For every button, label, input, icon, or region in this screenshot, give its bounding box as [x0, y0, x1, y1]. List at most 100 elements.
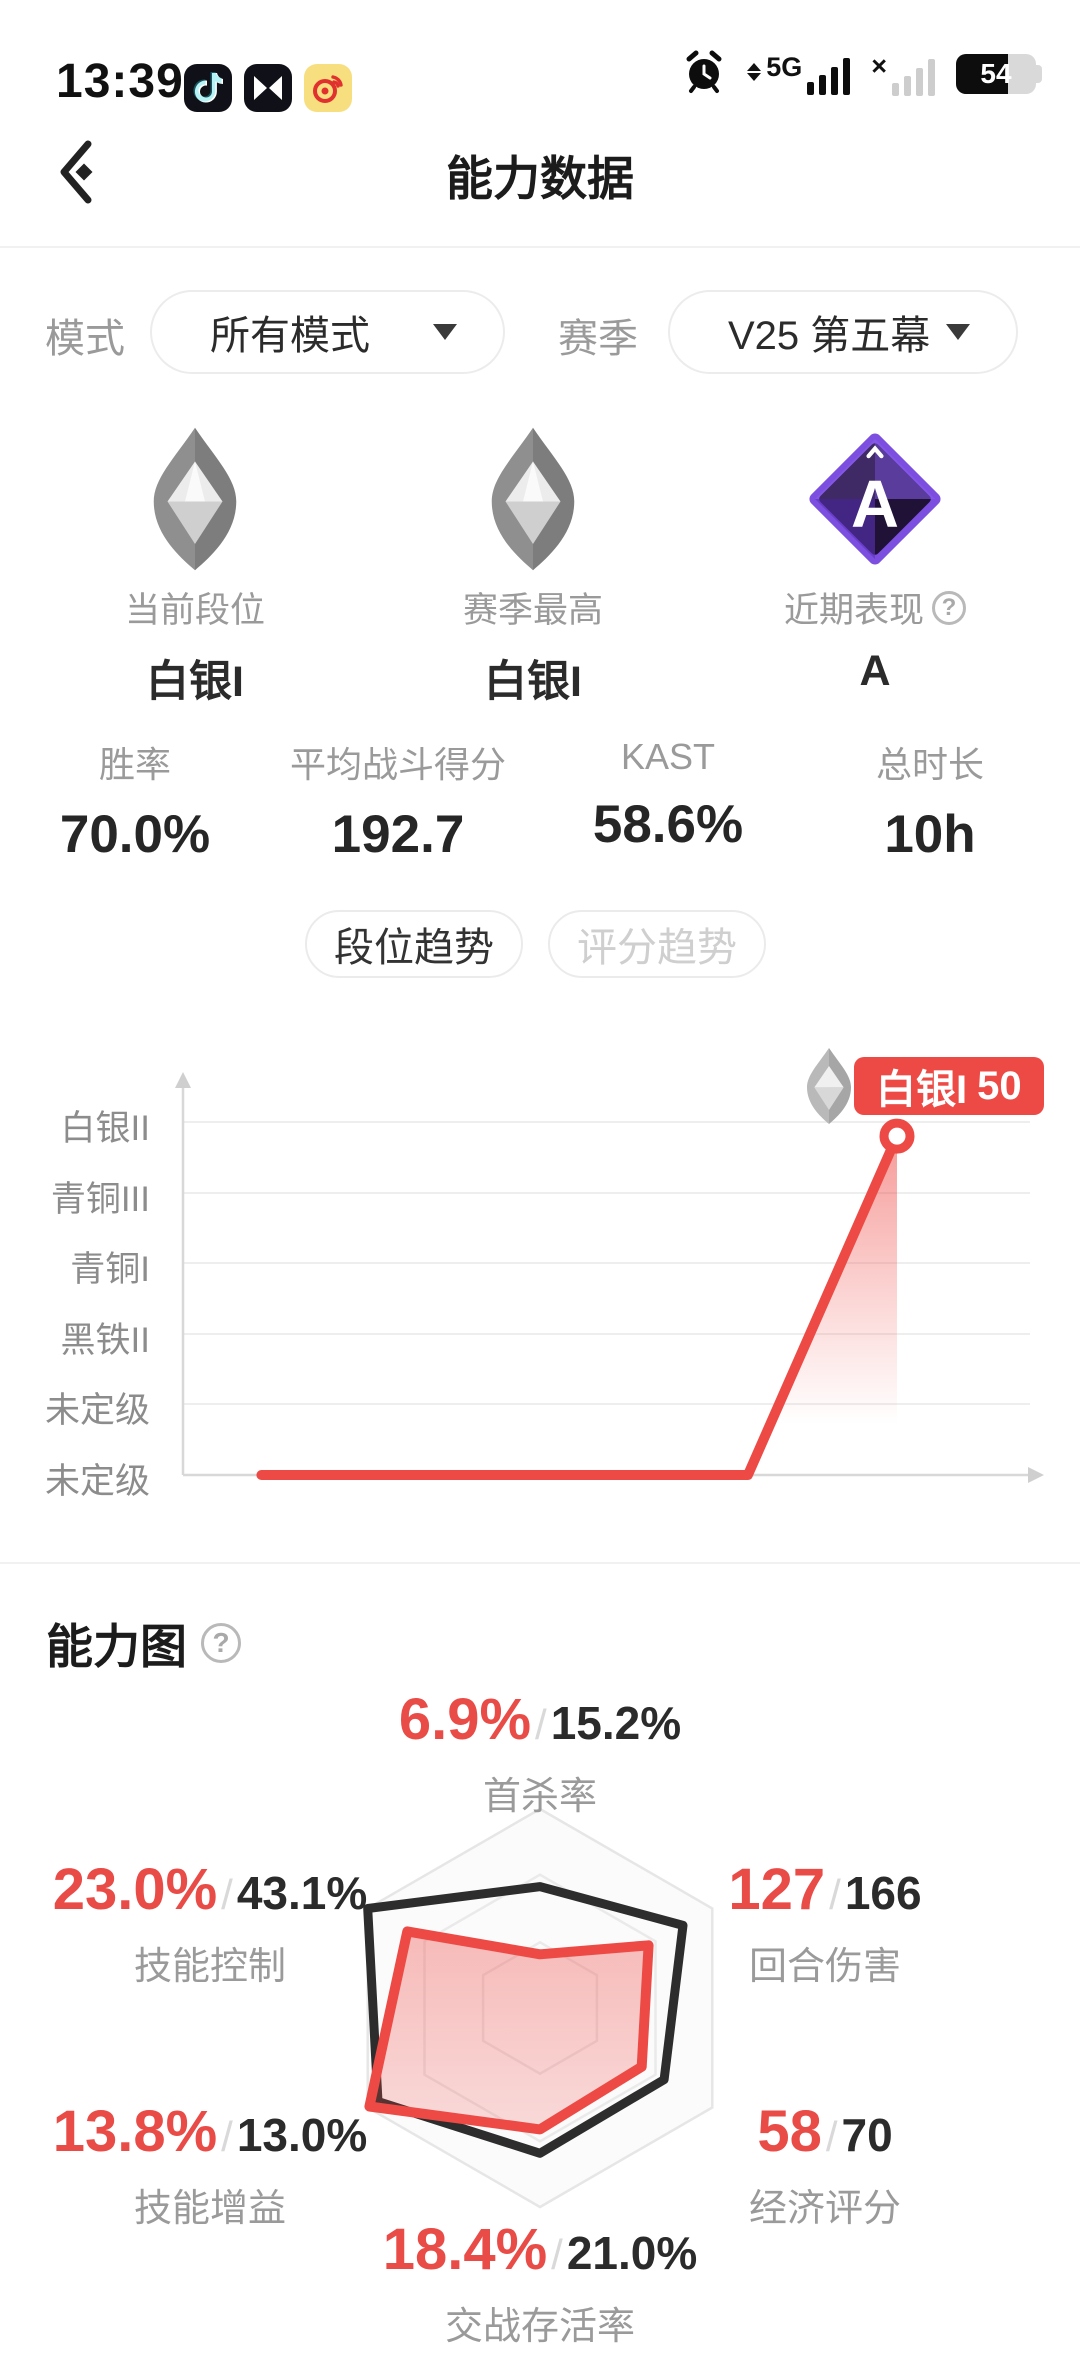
average-value: 166 [844, 1867, 922, 1919]
chevron-down-icon [433, 324, 457, 340]
svg-text:A: A [851, 468, 899, 542]
douyin-icon [184, 64, 232, 112]
help-icon[interactable]: ? [201, 1622, 241, 1663]
season-best-label: 赛季最高 [462, 591, 603, 630]
radar-axis-label: 回合伤害 [748, 1946, 901, 1988]
stat-avg-combat-score-label: 平均战斗得分 [289, 744, 506, 785]
radar-stat-combat-survival: 18.4%/21.0% 交战存活率 [290, 2216, 790, 2350]
ytick-0: 白银II [60, 1109, 150, 1148]
battery-icon: 54 [956, 54, 1042, 94]
grade-a-diamond-icon: A [695, 424, 1055, 574]
chart-gridlines [184, 1121, 1030, 1405]
ytick-4: 未定级 [44, 1391, 150, 1430]
player-value: 23.0% [52, 1857, 218, 1922]
mode-select[interactable]: 所有模式 [150, 290, 505, 374]
tab-score-trend[interactable]: 评分趋势 [548, 910, 766, 978]
stat-avg-combat-score-value: 192.7 [331, 805, 465, 864]
season-best-badge: 赛季最高 白银I [353, 424, 713, 709]
current-rank-badge: 当前段位 白银I [15, 424, 375, 709]
section-divider [0, 1562, 1080, 1564]
trend-line [256, 1131, 902, 1480]
stat-avg-combat-score: 平均战斗得分 192.7 [248, 736, 548, 865]
status-time: 13:39 [56, 55, 184, 108]
player-value: 18.4% [382, 2217, 548, 2282]
current-rank-value: 白银I [146, 658, 244, 706]
ytick-3: 黑铁II [60, 1321, 150, 1360]
radar-axis-label: 交战存活率 [444, 2306, 635, 2348]
tooltip-score: 50 [977, 1063, 1022, 1108]
mode-filter-label: 模式 [45, 317, 125, 361]
silver-diamond-icon [807, 1048, 851, 1124]
radar-stat-skill-control: 23.0%/43.1% 技能控制 [30, 1856, 390, 1990]
stat-kast: KAST 58.6% [548, 736, 788, 855]
weibo-icon [304, 64, 352, 112]
tooltip-rank: 白银I [876, 1068, 968, 1112]
radar-stat-round-damage: 127/166 回合伤害 [645, 1856, 1005, 1990]
season-filter-label: 赛季 [558, 317, 638, 361]
radar-stat-economy-score: 58/70 经济评分 [645, 2098, 1005, 2232]
battery-percent: 54 [980, 58, 1012, 89]
alarm-icon [681, 49, 727, 100]
back-chevron-icon [60, 140, 93, 204]
ytick-1: 青铜III [50, 1180, 150, 1219]
radar-average-polygon [363, 1882, 688, 2158]
average-value: 43.1% [236, 1867, 368, 1919]
radar-axis-label: 技能控制 [133, 1946, 286, 1988]
trend-point-marker [879, 1118, 915, 1154]
average-value: 13.0% [236, 2109, 368, 2161]
help-icon[interactable]: ? [932, 590, 966, 625]
radar-stat-first-kill: 6.9%/15.2% 首杀率 [290, 1686, 790, 1820]
stat-total-time-value: 10h [884, 805, 976, 864]
silver-diamond-icon [15, 424, 375, 574]
rank-trend-chart [175, 1072, 1044, 1483]
radar-stat-skill-gain: 13.8%/13.0% 技能增益 [30, 2098, 390, 2232]
stat-winrate-value: 70.0% [59, 805, 211, 864]
sim2-no-service-mark: × [871, 50, 887, 81]
recent-performance-badge: A 近期表现 ? A [695, 424, 1055, 696]
ability-title-text: 能力图 [46, 1620, 187, 1673]
ability-section-title: 能力图 ? [46, 1608, 241, 1677]
chevron-down-icon [946, 324, 970, 340]
stat-total-time: 总时长 10h [810, 736, 1050, 865]
radar-player-polygon [364, 1926, 654, 2135]
ytick-2: 青铜I [70, 1250, 150, 1289]
page-title: 能力数据 [446, 152, 634, 205]
silver-diamond-icon [353, 424, 713, 574]
recent-performance-label: 近期表现 ? [695, 582, 1055, 633]
mode-select-value: 所有模式 [210, 314, 370, 358]
average-value: 21.0% [566, 2227, 698, 2279]
radar-axis-label: 经济评分 [748, 2188, 901, 2230]
signal-5g-icon: 5G [747, 51, 851, 95]
signal-sim2-icon: × [871, 50, 936, 96]
stat-total-time-label: 总时长 [875, 744, 984, 785]
back-button[interactable] [48, 130, 128, 214]
player-value: 58 [757, 2099, 822, 2164]
notification-app-icons [184, 64, 352, 112]
average-value: 70 [841, 2109, 893, 2161]
stat-winrate: 胜率 70.0% [15, 736, 255, 865]
ability-radar-chart [363, 1807, 714, 2209]
status-right-cluster: 5G × 54 [681, 46, 1042, 102]
player-value: 127 [728, 1857, 826, 1922]
season-best-value: 白银I [484, 658, 582, 706]
capcut-icon [244, 64, 292, 112]
season-select[interactable]: V25 第五幕 [668, 290, 1018, 374]
radar-axis-label: 首杀率 [482, 1776, 597, 1818]
average-value: 15.2% [550, 1697, 682, 1749]
player-value: 6.9% [398, 1687, 532, 1752]
stat-kast-label: KAST [620, 736, 716, 777]
network-type-label: 5G [766, 51, 803, 82]
recent-performance-value: A [859, 647, 891, 695]
ytick-5: 未定级 [44, 1462, 150, 1501]
player-value: 13.8% [52, 2099, 218, 2164]
current-rank-label: 当前段位 [124, 591, 265, 630]
season-select-value: V25 第五幕 [728, 314, 931, 358]
header-divider [0, 246, 1080, 248]
recent-performance-label-text: 近期表现 [783, 591, 924, 630]
trend-tooltip-pill: 白银I 50 [854, 1057, 1044, 1115]
trend-tooltip: 白银I 50 [794, 1046, 1044, 1126]
stat-kast-value: 58.6% [592, 795, 744, 854]
tab-rank-trend[interactable]: 段位趋势 [305, 910, 523, 978]
stat-winrate-label: 胜率 [98, 744, 171, 785]
